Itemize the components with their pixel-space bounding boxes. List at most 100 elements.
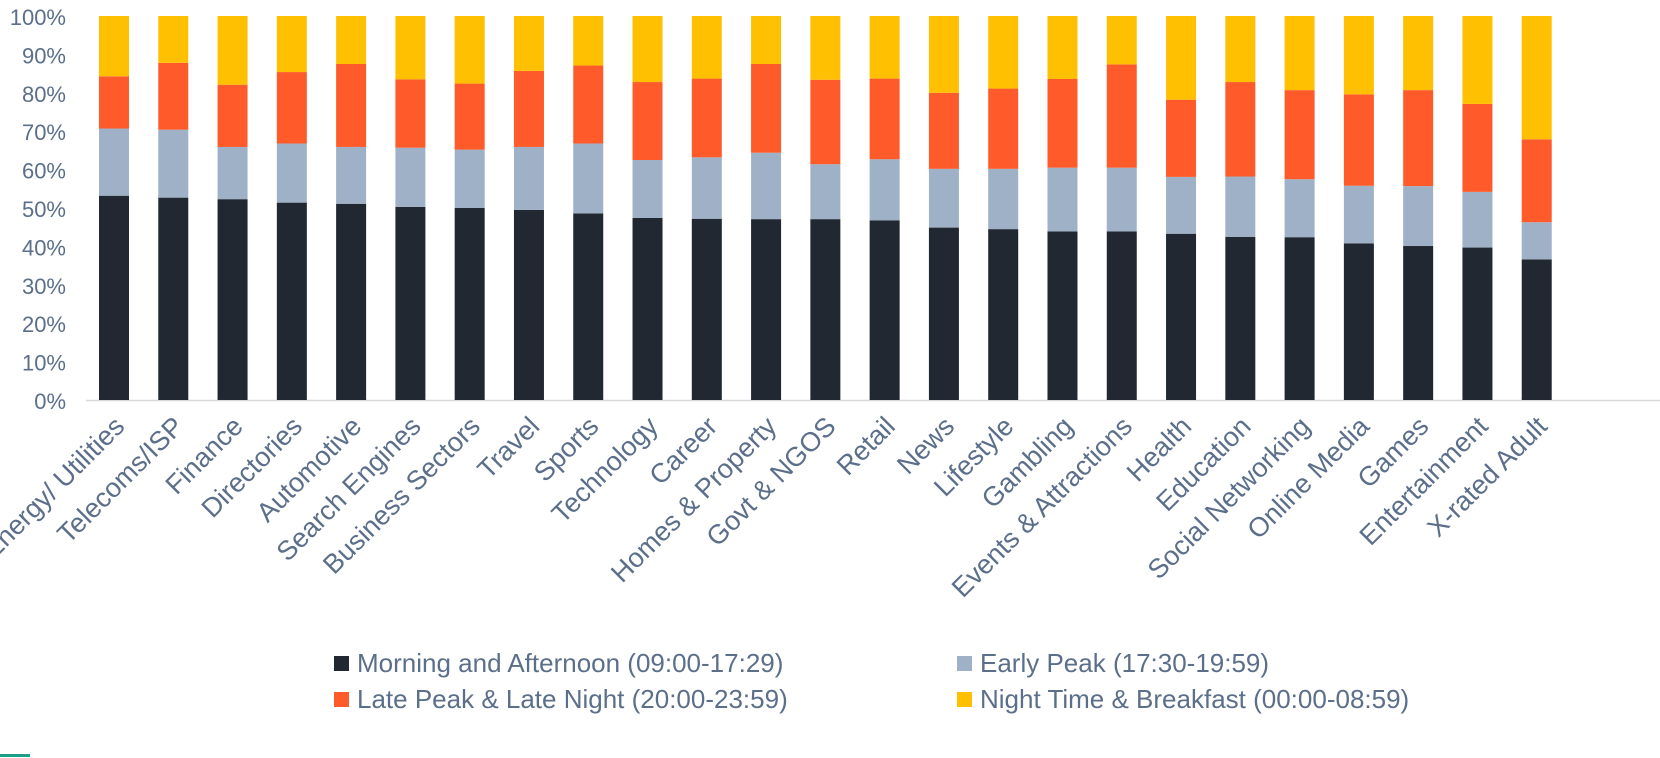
bar-segment-health-series-0 [1166,233,1197,400]
bar-segment-travel-series-2 [513,70,544,147]
bar-segment-energy-utilities-series-3 [99,16,129,77]
bar-segment-telecoms-isp-series-3 [158,16,189,63]
bar-segment-automotive-series-3 [336,16,367,64]
legend: Morning and Afternoon (09:00-17:29) Earl… [0,644,1660,754]
bar-segment-finance-series-0 [217,199,248,400]
bar-segment-news-series-0 [928,227,959,400]
y-tick-label: 60% [22,159,66,184]
legend-item-early-peak: Early Peak (17:30-19:59) [957,648,1269,679]
bar-segment-events-attractions-series-3 [1106,16,1137,65]
y-tick-label: 80% [22,82,66,107]
bar-group-health [1166,16,1197,400]
bar-group-entertainment [1462,16,1493,400]
bar-group-news [928,16,959,400]
bar-segment-retail-series-1 [869,159,900,221]
bar-segment-sports-series-2 [573,65,604,144]
y-tick-label: 90% [22,43,66,68]
bar-group-lifestyle [988,16,1019,400]
bar-segment-search-engines-series-2 [395,79,426,148]
bar-segment-x-rated-adult-series-2 [1521,139,1552,223]
bar-segment-health-series-1 [1166,176,1197,234]
bar-segment-social-networking-series-3 [1284,16,1315,91]
bar-segment-social-networking-series-2 [1284,90,1315,180]
bar-segment-x-rated-adult-series-0 [1521,259,1552,400]
bar-segment-sports-series-0 [573,213,604,400]
bar-segment-govt-ngos-series-1 [810,164,841,220]
bar-segment-games-series-2 [1403,90,1434,187]
y-tick-label: 40% [22,235,66,260]
bar-segment-online-media-series-2 [1343,94,1374,186]
bar-segment-homes-property-series-0 [751,219,782,400]
bar-group-technology [632,16,663,400]
bar-segment-automotive-series-1 [336,146,367,204]
bar-group-gambling [1047,16,1078,400]
bar-segment-entertainment-series-1 [1462,191,1493,248]
y-tick-label: 0% [34,389,66,414]
bar-segment-search-engines-series-0 [395,206,426,400]
bar-segment-online-media-series-0 [1343,243,1374,400]
bar-segment-technology-series-3 [632,16,663,83]
bar-segment-career-series-0 [691,218,722,400]
bar-segment-homes-property-series-3 [751,16,782,64]
bar-segment-career-series-3 [691,16,722,79]
bar-segment-online-media-series-1 [1343,185,1374,244]
legend-swatch-night-time [957,692,972,707]
legend-label-early-peak: Early Peak (17:30-19:59) [980,648,1270,678]
bar-segment-govt-ngos-series-3 [810,16,841,80]
bar-group-homes-property [751,16,782,400]
bar-group-social-networking [1284,16,1315,400]
bar-segment-business-sectors-series-1 [454,149,485,208]
bar-segment-automotive-series-0 [336,203,367,400]
bar-segment-retail-series-2 [869,78,900,160]
bar-group-govt-ngos [810,16,841,400]
legend-swatch-late-peak [334,692,349,707]
bar-segment-directories-series-1 [276,143,307,203]
bar-segment-technology-series-0 [632,217,663,400]
bar-segment-business-sectors-series-2 [454,83,485,150]
legend-item-morning-afternoon: Morning and Afternoon (09:00-17:29) [334,648,783,679]
bar-group-business-sectors [454,16,485,400]
bar-segment-homes-property-series-1 [751,152,782,220]
bar-group-telecoms-isp [158,16,189,400]
bar-segment-finance-series-3 [217,16,248,85]
bar-segment-lifestyle-series-1 [988,168,1019,230]
bar-segment-education-series-3 [1225,16,1256,83]
bar-group-online-media [1343,16,1374,400]
legend-swatch-morning-afternoon [334,656,349,671]
bar-segment-telecoms-isp-series-2 [158,62,189,130]
bar-segment-games-series-0 [1403,246,1434,400]
legend-swatch-early-peak [957,656,972,671]
bar-group-games [1403,16,1434,400]
bar-group-finance [217,16,248,400]
bar-segment-technology-series-1 [632,160,663,218]
bar-segment-events-attractions-series-2 [1106,64,1137,168]
bar-segment-online-media-series-3 [1343,16,1374,95]
bar-segment-games-series-3 [1403,16,1434,91]
legend-item-night-time: Night Time & Breakfast (00:00-08:59) [957,684,1409,715]
bar-segment-technology-series-2 [632,82,663,160]
bar-segment-lifestyle-series-2 [988,88,1019,169]
bar-segment-retail-series-3 [869,16,900,79]
bar-segment-social-networking-series-1 [1284,179,1315,238]
bar-segment-gambling-series-2 [1047,78,1078,168]
bar-group-events-attractions [1106,16,1137,400]
bar-segment-homes-property-series-2 [751,64,782,153]
bar-segment-telecoms-isp-series-0 [158,197,189,400]
bar-segment-directories-series-3 [276,16,307,73]
bar-segment-retail-series-0 [869,220,900,400]
bar-group-career [691,16,722,400]
bar-segment-health-series-2 [1166,99,1197,177]
bar-segment-travel-series-1 [513,146,544,210]
bar-group-energy-utilities [99,16,129,400]
bar-segment-news-series-2 [928,92,959,169]
bar-segment-entertainment-series-3 [1462,16,1493,104]
bar-segment-social-networking-series-0 [1284,237,1315,400]
bar-segment-sports-series-1 [573,143,604,214]
bar-segment-energy-utilities-series-1 [99,128,129,196]
y-tick-label: 70% [22,120,66,145]
bar-segment-business-sectors-series-3 [454,16,485,84]
y-tick-label: 30% [22,274,66,299]
bar-segment-education-series-0 [1225,236,1256,400]
bar-segment-x-rated-adult-series-1 [1521,222,1552,260]
bar-segment-entertainment-series-2 [1462,103,1493,192]
